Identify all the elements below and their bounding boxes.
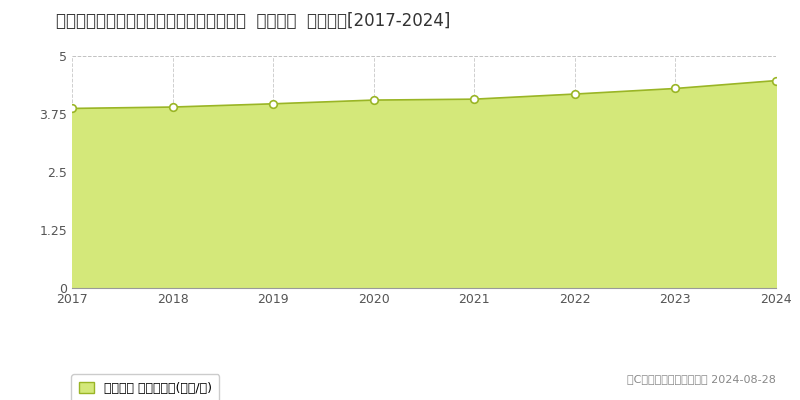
Point [770, 77, 782, 84]
Point [468, 96, 481, 102]
Point [166, 104, 179, 110]
Legend: 地価公示 平均坪単価(万円/坪): 地価公示 平均坪単価(万円/坪) [71, 374, 219, 400]
Point [569, 91, 582, 97]
Point [266, 100, 279, 107]
Text: 鴥取県米子市西福原７丁目１０６２番１外  地価公示  地価推移[2017-2024]: 鴥取県米子市西福原７丁目１０６２番１外 地価公示 地価推移[2017-2024] [56, 12, 450, 30]
Point [367, 97, 380, 103]
Point [66, 105, 78, 112]
Text: （C）土地価格ドットコム 2024-08-28: （C）土地価格ドットコム 2024-08-28 [627, 374, 776, 384]
Point [669, 85, 682, 92]
